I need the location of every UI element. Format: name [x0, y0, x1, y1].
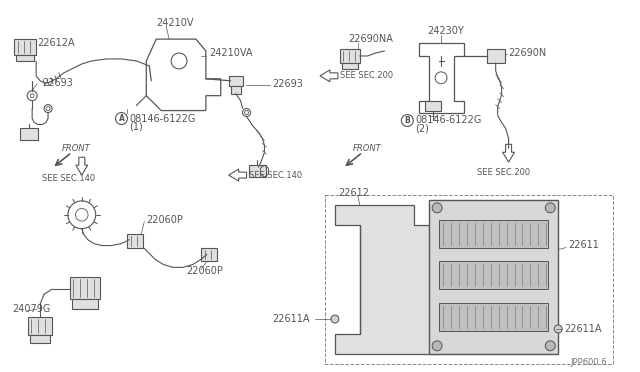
Bar [439, 303, 548, 331]
Bar [16, 55, 34, 61]
Text: (1): (1) [129, 121, 143, 131]
Bar [127, 234, 143, 247]
Bar [72, 299, 98, 309]
Circle shape [331, 315, 339, 323]
Text: 08146-6122G: 08146-6122G [415, 115, 482, 125]
Text: 22060P: 22060P [186, 266, 223, 276]
Text: 22611A: 22611A [564, 324, 602, 334]
Bar [20, 128, 38, 140]
Text: 24079G: 24079G [12, 304, 51, 314]
Circle shape [545, 341, 556, 351]
Text: 22611A: 22611A [273, 314, 310, 324]
Text: B: B [404, 116, 410, 125]
Text: (2): (2) [415, 124, 429, 134]
Text: JPP600 6: JPP600 6 [570, 358, 607, 367]
Bar [14, 39, 36, 55]
Circle shape [432, 203, 442, 213]
Text: 22690NA: 22690NA [348, 34, 393, 44]
Text: 08146-6122G: 08146-6122G [129, 113, 196, 124]
Bar [439, 220, 548, 247]
Circle shape [545, 203, 556, 213]
Bar [30, 335, 50, 343]
Circle shape [554, 325, 562, 333]
Text: 22611: 22611 [568, 240, 599, 250]
Bar [340, 49, 360, 63]
Bar [487, 49, 504, 63]
Circle shape [401, 115, 413, 126]
Text: 24210V: 24210V [156, 18, 194, 28]
Bar [429, 200, 558, 354]
Text: 22693: 22693 [42, 78, 73, 88]
Text: FRONT: FRONT [62, 144, 91, 153]
Polygon shape [335, 205, 439, 354]
Text: 22693: 22693 [273, 79, 303, 89]
Text: 22612: 22612 [338, 188, 369, 198]
Bar [425, 101, 441, 110]
Bar [248, 165, 266, 177]
Text: SEE SEC.140: SEE SEC.140 [248, 171, 301, 180]
Bar [228, 76, 243, 86]
Text: 22690N: 22690N [509, 48, 547, 58]
Text: 24230Y: 24230Y [427, 26, 464, 36]
Text: FRONT: FRONT [353, 144, 381, 153]
Text: 22060P: 22060P [147, 215, 183, 225]
Circle shape [432, 341, 442, 351]
Text: SEE SEC.140: SEE SEC.140 [42, 174, 95, 183]
Bar [70, 277, 100, 299]
Text: A: A [118, 114, 124, 123]
Bar [201, 247, 217, 262]
Text: SEE SEC.200: SEE SEC.200 [340, 71, 393, 80]
Bar [342, 63, 358, 69]
Bar [439, 262, 548, 289]
Text: 22612A: 22612A [37, 38, 75, 48]
Bar [230, 86, 241, 94]
Bar [28, 317, 52, 335]
Bar [325, 195, 612, 364]
Text: 24210VA: 24210VA [209, 48, 252, 58]
Circle shape [116, 113, 127, 125]
Text: SEE SEC.200: SEE SEC.200 [477, 168, 530, 177]
